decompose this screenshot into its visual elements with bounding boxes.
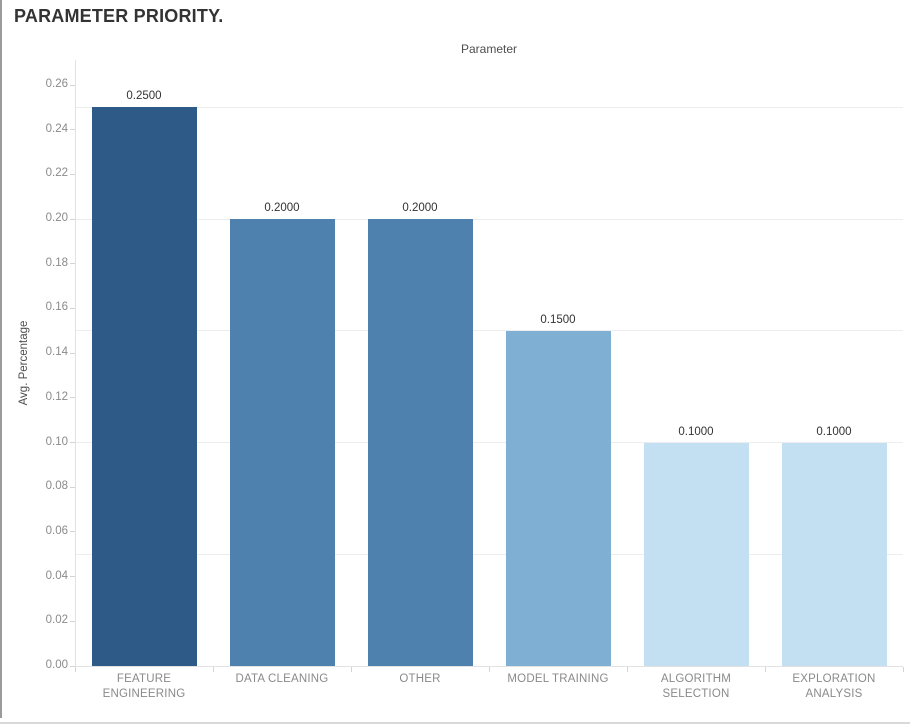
gridline [75, 553, 903, 555]
y-tick-label: 0.12 [45, 390, 68, 403]
x-category-label: OTHER [351, 672, 489, 687]
y-tick-label: 0.08 [45, 480, 68, 493]
y-tick-label: 0.00 [45, 659, 68, 671]
x-tick-mark [902, 667, 904, 672]
y-tick-mark [70, 129, 75, 131]
bar-value-label: 0.1500 [540, 313, 576, 326]
bar-value-label: 0.2000 [402, 202, 438, 215]
y-tick-label: 0.18 [45, 256, 68, 269]
bar-value-label: 0.1000 [816, 425, 852, 438]
x-category-label-line: DATA CLEANING [235, 673, 329, 685]
y-tick-mark [70, 486, 75, 488]
x-category-label: DATA CLEANING [213, 672, 351, 687]
x-category-label-line: ANALYSIS [805, 688, 863, 700]
y-tick-mark [70, 397, 75, 399]
x-category-label: MODEL TRAINING [489, 672, 627, 687]
x-tick-mark [74, 667, 76, 672]
bar[interactable] [229, 219, 335, 666]
y-tick-label: 0.02 [45, 614, 68, 627]
y-tick-mark [70, 84, 75, 86]
x-category-label: EXPLORATION ANALYSIS [765, 672, 903, 702]
y-tick-label: 0.06 [45, 524, 68, 537]
bar-value-label: 0.2000 [264, 202, 300, 215]
x-category-label-line: ALGORITHM SELECTION [660, 673, 732, 700]
x-tick-mark [488, 667, 490, 672]
bar-value-label: 0.1000 [678, 425, 714, 438]
y-tick-mark [70, 352, 75, 354]
y-tick-label: 0.22 [45, 167, 68, 180]
x-category-label-line: MODEL TRAINING [507, 673, 609, 685]
gridline [75, 106, 903, 108]
chart-title: Parameter [460, 42, 518, 56]
y-tick-label: 0.26 [45, 78, 68, 90]
window-bottom-border [0, 722, 910, 724]
x-category-label-line: EXPLORATION [792, 673, 876, 685]
y-tick-mark [70, 218, 75, 220]
x-tick-mark [764, 667, 766, 672]
y-tick-mark [70, 263, 75, 265]
gridline [75, 442, 903, 444]
bar[interactable] [643, 442, 749, 666]
y-tick-mark [70, 173, 75, 175]
y-tick-label: 0.14 [45, 346, 68, 359]
y-tick-mark [70, 665, 75, 667]
bar[interactable] [781, 442, 887, 666]
x-category-label-line: OTHER [399, 673, 441, 685]
gridline [75, 330, 903, 332]
window-left-border [0, 0, 2, 718]
bar[interactable] [91, 107, 197, 666]
y-tick-label: 0.10 [45, 435, 68, 448]
bar[interactable] [505, 330, 611, 666]
x-tick-mark [350, 667, 352, 672]
y-tick-mark [70, 442, 75, 444]
page-title: PARAMETER PRIORITY. [14, 6, 224, 26]
y-tick-label: 0.04 [45, 569, 68, 582]
y-tick-mark [70, 307, 75, 309]
x-category-label-line: FEATURE ENGINEERING [102, 673, 186, 700]
bar-value-label: 0.2500 [126, 90, 162, 103]
y-tick-mark [70, 576, 75, 578]
y-tick-label: 0.16 [45, 301, 68, 314]
y-axis-line [75, 60, 76, 666]
x-category-label: FEATURE ENGINEERING [75, 672, 213, 702]
y-tick-label: 0.20 [45, 212, 68, 225]
x-tick-mark [626, 667, 628, 672]
y-tick-mark [70, 620, 75, 622]
x-axis-line [75, 666, 903, 667]
y-tick-label: 0.24 [45, 122, 68, 135]
bar[interactable] [367, 219, 473, 666]
y-tick-mark [70, 531, 75, 533]
gridline [75, 218, 903, 220]
x-category-label: ALGORITHM SELECTION [627, 672, 765, 702]
x-tick-mark [212, 667, 214, 672]
